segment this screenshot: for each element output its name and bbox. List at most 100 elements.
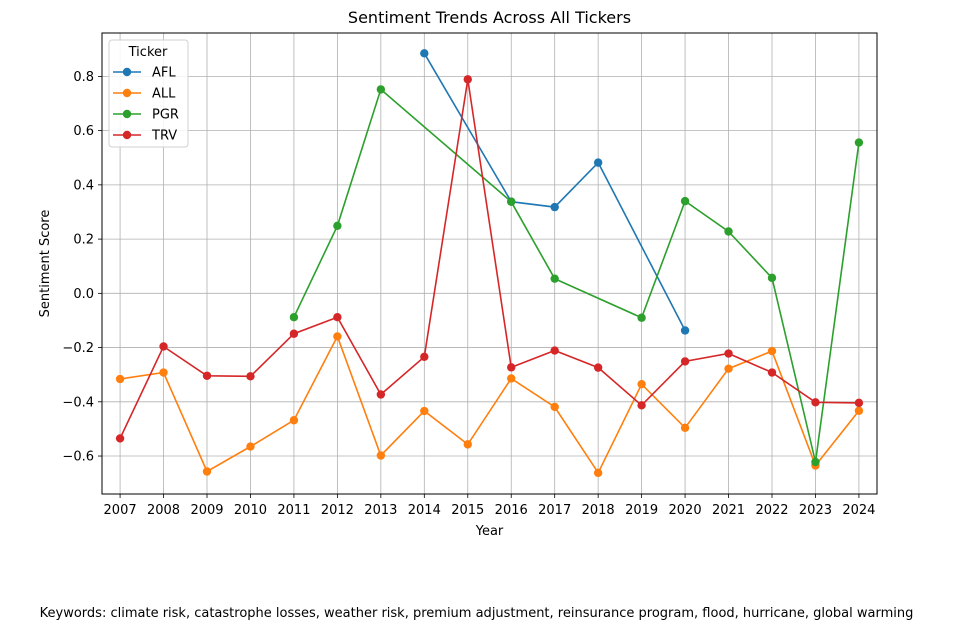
plot-area-frame xyxy=(101,32,878,495)
data-point-trv xyxy=(115,434,125,443)
x-tick-label: 2022 xyxy=(755,503,788,518)
data-point-trv xyxy=(376,390,386,399)
legend-marker xyxy=(122,130,132,140)
data-point-trv xyxy=(593,363,603,372)
legend-marker xyxy=(122,67,132,77)
y-tick-label: 0.6 xyxy=(73,124,94,139)
data-point-trv xyxy=(289,329,299,338)
legend-label: ALL xyxy=(152,87,176,102)
data-point-trv xyxy=(680,357,690,366)
data-point-all xyxy=(159,368,168,377)
data-point-all xyxy=(680,423,690,433)
legend-label: AFL xyxy=(152,66,176,81)
x-tick-label: 2008 xyxy=(147,503,180,518)
series-all xyxy=(115,332,864,478)
data-point-trv xyxy=(333,312,342,322)
x-tick-label: 2014 xyxy=(408,503,441,518)
legend-marker xyxy=(122,109,132,119)
legend: Ticker AFL ALL PGR TRV xyxy=(108,39,189,148)
data-point-all xyxy=(463,440,472,449)
data-point-all xyxy=(333,332,342,341)
x-tick-label: 2013 xyxy=(364,503,397,518)
legend-item-trv: TRV xyxy=(113,129,177,144)
legend-marker xyxy=(122,88,132,98)
x-tick-label: 2019 xyxy=(625,503,658,518)
data-point-trv xyxy=(767,368,777,377)
y-tick-label: 0.4 xyxy=(73,178,94,193)
data-point-afl xyxy=(550,202,559,212)
data-point-pgr xyxy=(767,273,777,283)
legend-box xyxy=(108,39,189,148)
x-tick-label: 2015 xyxy=(451,503,484,518)
y-tick-label: 0.0 xyxy=(73,287,94,302)
data-point-all xyxy=(376,451,386,460)
series-line-trv xyxy=(119,79,859,439)
grid-lines xyxy=(102,33,877,494)
x-tick-label: 2024 xyxy=(842,503,875,518)
legend-item-pgr: PGR xyxy=(113,108,179,123)
legend-title: Ticker xyxy=(128,45,168,60)
data-point-trv xyxy=(724,349,733,358)
data-point-all xyxy=(289,416,299,425)
data-point-pgr xyxy=(680,196,690,206)
series-line-all xyxy=(119,334,860,475)
data-point-pgr xyxy=(333,221,342,231)
data-point-trv xyxy=(420,352,429,361)
y-tick-label: 0.8 xyxy=(73,70,94,85)
data-point-afl xyxy=(593,158,603,167)
legend-label: PGR xyxy=(152,108,179,123)
data-point-all xyxy=(854,406,864,415)
y-tick-label: −0.6 xyxy=(62,450,94,465)
data-point-all xyxy=(637,379,646,389)
x-tick-label: 2012 xyxy=(321,503,354,518)
x-tick-label: 2021 xyxy=(712,503,745,518)
data-point-afl xyxy=(680,326,690,335)
x-tick-label: 2023 xyxy=(799,503,832,518)
data-point-trv xyxy=(550,346,559,355)
data-point-trv xyxy=(463,75,472,84)
data-point-pgr xyxy=(811,457,820,467)
data-point-pgr xyxy=(550,274,559,283)
data-point-trv xyxy=(246,372,255,381)
x-tick-label: 2016 xyxy=(495,503,528,518)
series-pgr xyxy=(289,85,864,467)
data-point-afl xyxy=(420,49,429,58)
data-point-all xyxy=(202,467,212,476)
data-point-all xyxy=(507,374,516,383)
data-point-trv xyxy=(854,398,864,408)
x-tick-label: 2010 xyxy=(234,503,267,518)
chart-title: Sentiment Trends Across All Tickers xyxy=(348,8,631,27)
data-point-all xyxy=(246,442,255,451)
keywords-caption: Keywords: climate risk, catastrophe loss… xyxy=(39,606,914,621)
series-lines xyxy=(115,49,864,478)
data-point-all xyxy=(593,468,603,478)
data-point-trv xyxy=(507,363,516,372)
data-point-pgr xyxy=(376,85,386,94)
data-point-pgr xyxy=(854,138,864,147)
x-tick-label: 2018 xyxy=(582,503,615,518)
x-tick-label: 2009 xyxy=(190,503,223,518)
legend-item-all: ALL xyxy=(113,87,176,102)
data-point-pgr xyxy=(637,313,646,322)
series-trv xyxy=(115,75,864,443)
data-point-all xyxy=(550,402,559,412)
data-point-trv xyxy=(811,398,820,407)
x-axis-label: Year xyxy=(475,524,504,539)
y-tick-label: −0.4 xyxy=(62,395,94,410)
data-point-all xyxy=(767,346,777,356)
x-tick-label: 2020 xyxy=(669,503,702,518)
data-point-pgr xyxy=(289,312,299,322)
legend-item-afl: AFL xyxy=(113,66,176,81)
x-tick-label: 2017 xyxy=(538,503,571,518)
y-tick-label: −0.2 xyxy=(62,341,94,356)
data-point-trv xyxy=(202,371,212,380)
data-point-all xyxy=(420,406,429,416)
legend-label: TRV xyxy=(151,129,177,144)
y-axis: −0.6 −0.4 −0.2 0.0 0.2 0.4 0.6 0.8 xyxy=(62,70,102,465)
data-point-all xyxy=(724,364,733,373)
x-axis: 2007 2008 2009 2010 2011 2012 2013 2014 2015 2016… xyxy=(104,494,875,518)
y-tick-label: 0.2 xyxy=(73,233,94,248)
x-tick-label: 2011 xyxy=(277,503,310,518)
x-tick-label: 2007 xyxy=(104,503,137,518)
